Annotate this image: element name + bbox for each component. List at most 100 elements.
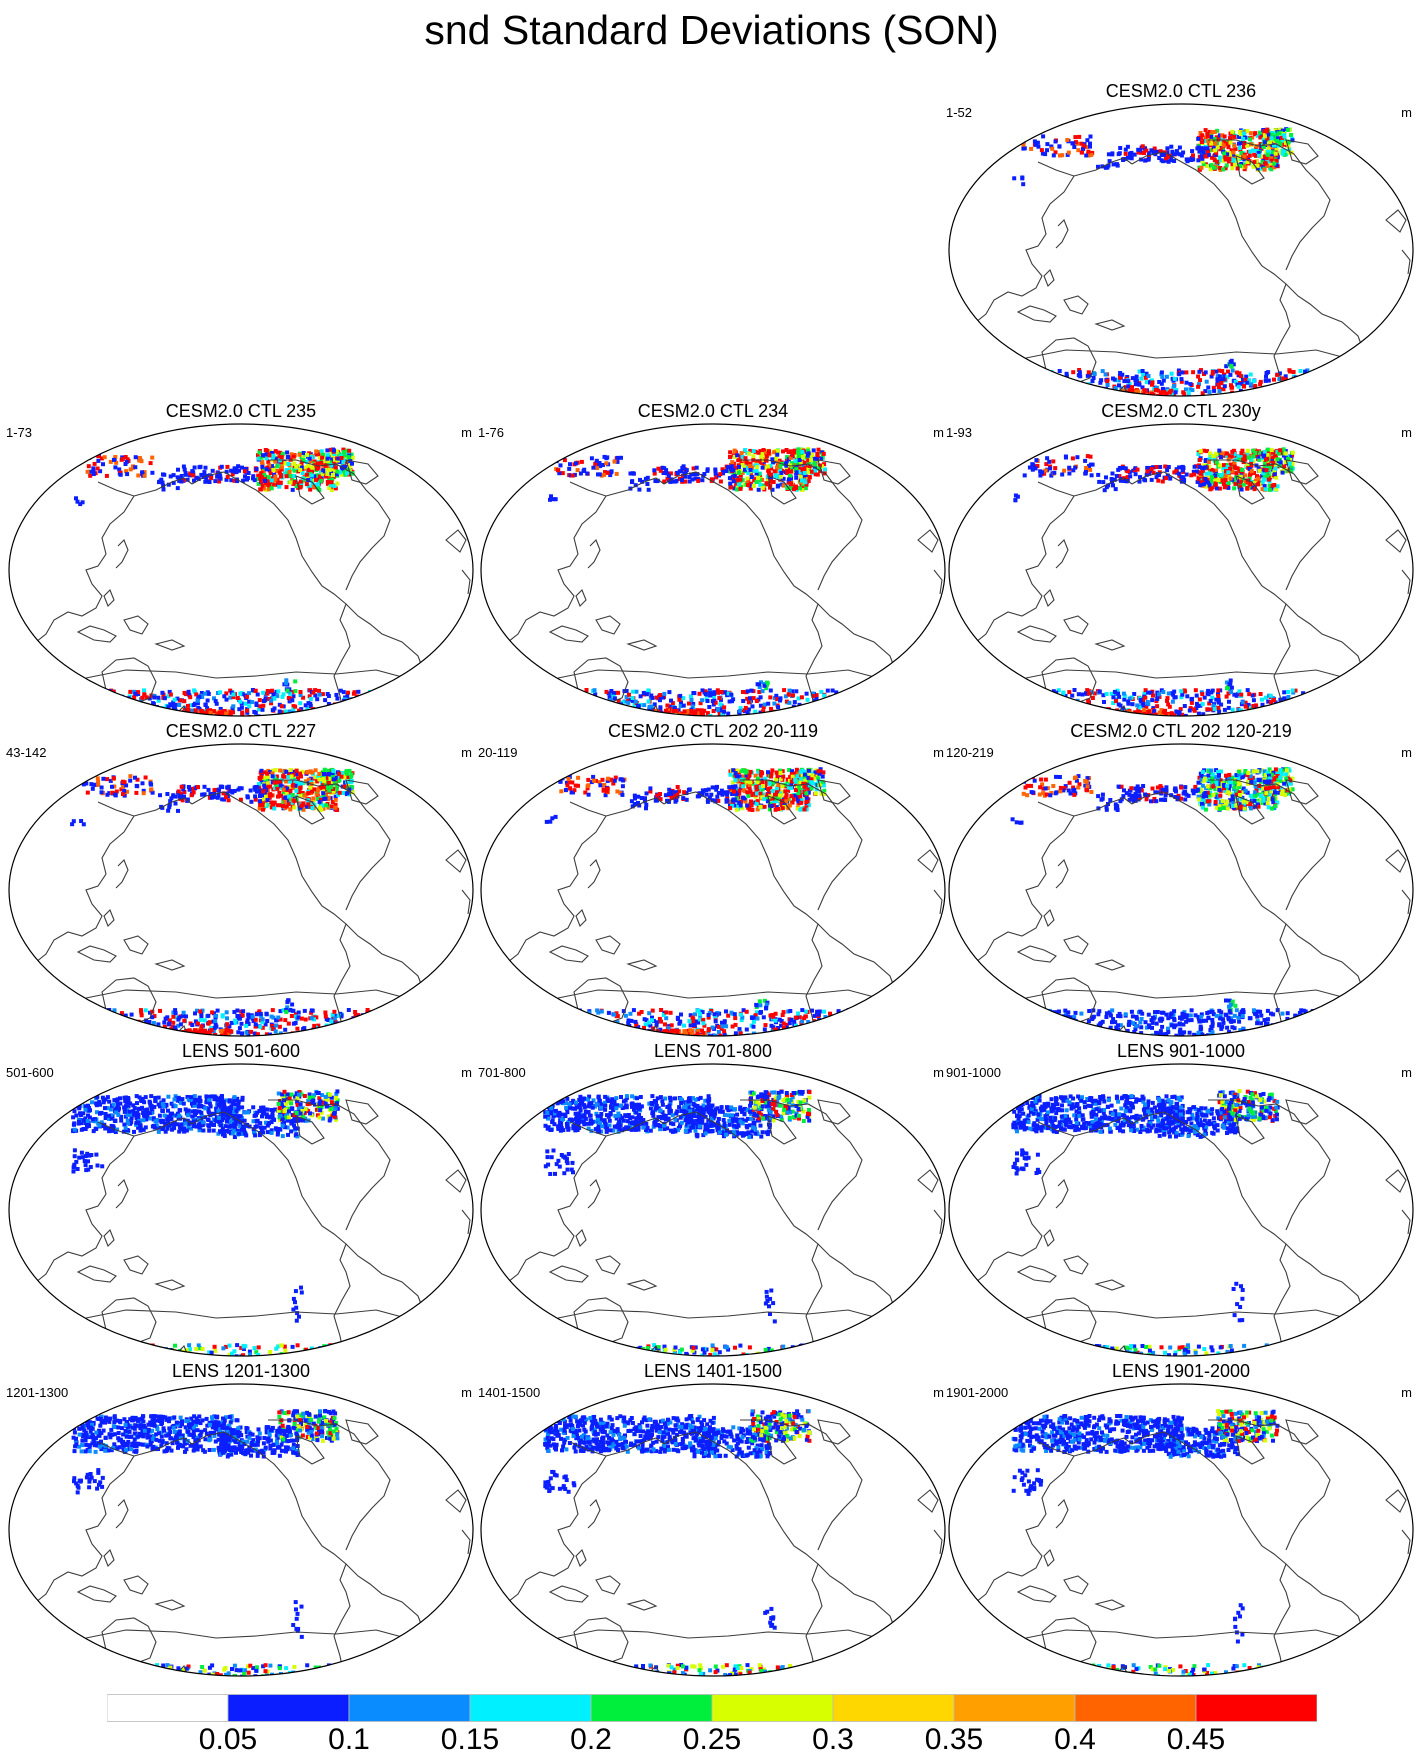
grid-cell	[1276, 714, 1281, 716]
grid-cell	[329, 483, 334, 488]
grid-cell	[1283, 455, 1288, 460]
grid-cell	[739, 484, 743, 489]
grid-cell	[860, 698, 865, 703]
grid-cell	[717, 696, 722, 701]
grid-cell	[668, 479, 673, 484]
map-panel: CESM2.0 CTL 234 1-76 m	[478, 400, 948, 717]
grid-cell	[1077, 134, 1082, 139]
grid-cell	[645, 713, 650, 716]
grid-cell	[1257, 130, 1262, 135]
grid-cell	[1116, 378, 1121, 383]
coastline	[953, 481, 1075, 647]
grid-cell	[756, 487, 761, 492]
grid-cell	[1324, 386, 1329, 391]
grid-cell	[129, 712, 134, 716]
grid-cell	[666, 715, 671, 716]
grid-cell	[1250, 135, 1255, 140]
grid-cell	[168, 474, 173, 479]
grid-cell	[1317, 384, 1322, 388]
grid-cell	[1249, 460, 1254, 465]
grid-cell	[269, 805, 274, 810]
grid-cell	[1297, 696, 1302, 701]
grid-cell	[700, 688, 705, 693]
grid-cell	[1214, 697, 1219, 702]
grid-cell	[315, 466, 319, 471]
grid-cell	[282, 790, 286, 795]
grid-cell	[835, 714, 840, 716]
grid-cell	[271, 692, 276, 696]
grid-cell	[727, 699, 732, 704]
grid-cell	[1198, 449, 1203, 454]
grid-cell	[1157, 692, 1161, 697]
grid-cell	[1211, 145, 1216, 150]
grid-cell	[811, 706, 816, 711]
grid-cell	[288, 691, 293, 696]
grid-cell	[1086, 691, 1091, 696]
grid-cell	[1189, 700, 1194, 705]
grid-cell	[594, 710, 599, 715]
grid-cell	[292, 796, 297, 801]
grid-cell	[1168, 158, 1173, 163]
grid-cell	[809, 453, 814, 458]
grid-cell	[329, 488, 334, 492]
grid-cell	[1200, 133, 1205, 138]
grid-cell	[1102, 488, 1107, 493]
grid-cell	[360, 699, 365, 704]
grid-cell	[350, 785, 355, 790]
grid-cell	[1206, 153, 1211, 157]
grid-cell	[311, 690, 316, 695]
grid-cell	[125, 472, 130, 477]
grid-cell	[337, 790, 342, 795]
grid-cell	[1214, 460, 1219, 465]
grid-cell	[1305, 368, 1310, 373]
grid-cell	[1256, 466, 1261, 471]
grid-cell	[1142, 708, 1147, 713]
grid-cell	[665, 471, 670, 476]
grid-cell	[1134, 715, 1139, 716]
grid-cell	[590, 704, 595, 709]
grid-cell	[602, 472, 607, 477]
grid-cell	[136, 690, 141, 695]
grid-cell	[1086, 149, 1091, 154]
grid-cell	[1204, 379, 1209, 384]
grid-cell	[1264, 141, 1269, 146]
grid-cell	[1221, 481, 1226, 486]
grid-cell	[169, 712, 174, 716]
grid-cell	[749, 688, 754, 693]
grid-cell	[306, 715, 311, 716]
grid-cell	[199, 691, 204, 695]
grid-cell	[721, 469, 726, 474]
grid-cell	[1074, 388, 1079, 393]
panel-title: CESM2.0 CTL 227	[165, 721, 317, 741]
grid-cell	[326, 781, 331, 785]
grid-cell	[562, 458, 567, 463]
grid-cell	[577, 704, 582, 709]
grid-cell	[794, 466, 799, 471]
grid-cell	[1154, 385, 1159, 390]
grid-cell	[741, 699, 746, 703]
grid-cell	[819, 689, 824, 694]
grid-cell	[1223, 141, 1228, 146]
grid-cell	[172, 697, 177, 702]
grid-cell	[331, 769, 336, 773]
grid-cell	[332, 484, 337, 488]
grid-cell	[287, 772, 291, 776]
grid-cell	[801, 455, 806, 459]
grid-cell	[662, 691, 667, 696]
grid-cell	[1084, 708, 1089, 713]
grid-cell	[804, 482, 809, 487]
grid-cell	[1223, 166, 1228, 171]
grid-cell	[690, 704, 695, 709]
grid-cell	[124, 469, 129, 474]
grid-cell	[628, 714, 632, 716]
grid-cell	[1064, 371, 1069, 376]
grid-cell	[790, 469, 795, 474]
map-panel: CESM2.0 CTL 227 43-142 m	[6, 720, 476, 1037]
grid-cell	[270, 464, 274, 469]
grid-cell	[364, 711, 369, 716]
grid-cell	[689, 694, 693, 699]
grid-cell	[796, 447, 801, 452]
grid-cell	[1177, 471, 1181, 476]
grid-cell	[691, 466, 696, 471]
grid-cell	[1071, 141, 1076, 146]
